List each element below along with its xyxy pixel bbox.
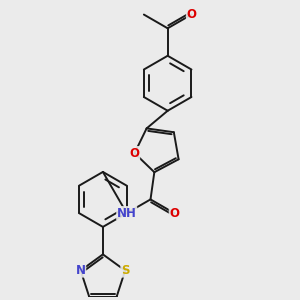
Text: NH: NH xyxy=(117,207,136,220)
Text: S: S xyxy=(121,264,129,277)
Text: O: O xyxy=(130,147,140,160)
Text: O: O xyxy=(169,207,179,220)
Text: N: N xyxy=(76,264,86,277)
Text: O: O xyxy=(187,8,196,21)
